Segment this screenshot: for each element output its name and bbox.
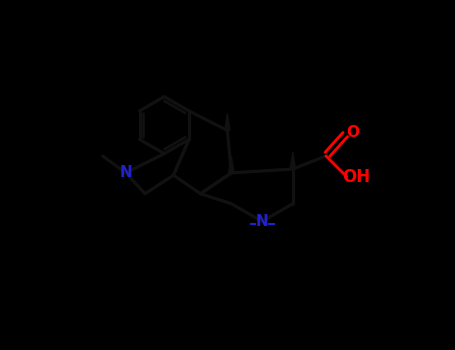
- Text: O: O: [346, 125, 359, 140]
- Text: N: N: [256, 214, 268, 229]
- Polygon shape: [225, 114, 230, 131]
- Text: N: N: [119, 166, 132, 180]
- Text: OH: OH: [342, 168, 370, 186]
- Polygon shape: [228, 156, 234, 173]
- Polygon shape: [290, 152, 296, 169]
